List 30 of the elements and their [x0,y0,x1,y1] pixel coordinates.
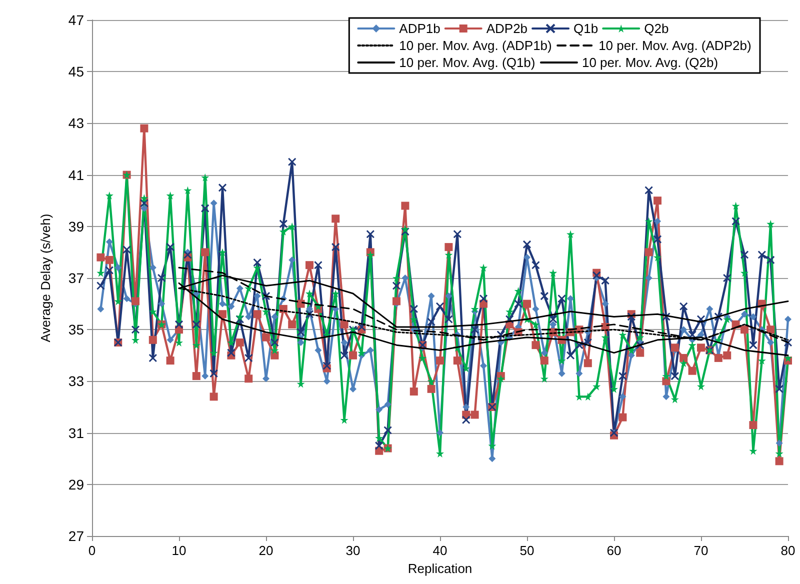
legend-label: 10 per. Mov. Avg. (Q2b) [582,55,718,70]
legend-label: ADP2b [486,21,528,36]
y-tick-label: 31 [68,424,84,441]
y-tick-label: 37 [68,270,84,286]
x-tick-label: 50 [520,543,534,558]
x-tick-label: 60 [606,543,622,558]
legend-label: 10 per. Mov. Avg. (ADP2b) [598,38,752,53]
y-tick-label: 41 [68,166,84,183]
legend-label: ADP1b [399,21,440,36]
x-tick-label: 40 [432,543,448,558]
y-tick-label: 47 [68,12,84,28]
y-tick-label: 43 [68,115,84,132]
x-tick-label: 30 [346,543,360,558]
legend-label: 10 per. Mov. Avg. (Q1b) [399,55,536,70]
legend-label: Q1b [574,21,598,36]
x-tick-label: 80 [780,543,796,558]
legend-label: 10 per. Mov. Avg. (ADP1b) [399,38,552,53]
y-tick-label: 27 [68,528,84,544]
legend-label: Q2b [644,21,669,36]
x-tick-label: 70 [694,543,708,558]
y-tick-label: 29 [68,476,84,492]
x-axis-title: Replication [408,560,472,576]
y-tick-label: 39 [68,218,84,234]
x-tick-label: 0 [88,543,96,558]
x-tick-label: 20 [258,543,274,558]
y-tick-label: 35 [68,322,84,338]
y-tick-label: 45 [68,64,84,80]
y-tick-label: 33 [68,373,84,390]
x-tick-label: 10 [172,543,186,558]
y-axis-title: Average Delay (s/veh) [38,214,53,342]
